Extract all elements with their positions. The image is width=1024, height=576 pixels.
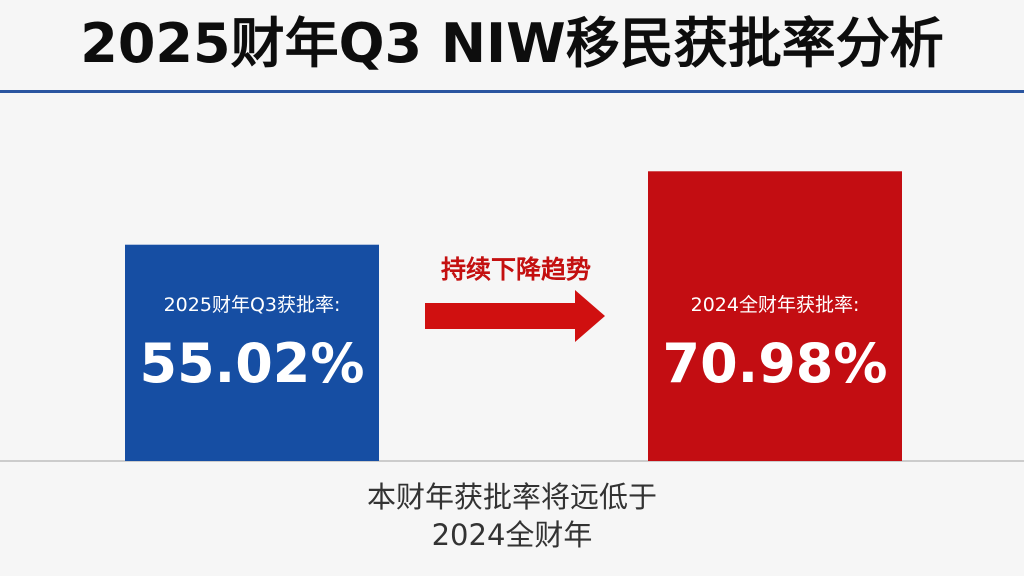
bar-2025-q3 bbox=[125, 244, 379, 461]
page-title: 2025财年Q3 NIW移民获批率分析 bbox=[80, 12, 944, 75]
conclusion-note-line-2: 2024全财年 bbox=[431, 518, 593, 552]
trend-arrow-label: 持续下降趋势 bbox=[441, 255, 591, 284]
trend-arrow-icon bbox=[425, 290, 605, 342]
bar-2024-value-label: 70.98% bbox=[663, 332, 888, 395]
title-divider bbox=[0, 90, 1024, 93]
bar-2024-full-year bbox=[648, 171, 902, 462]
conclusion-note-line-1: 本财年获批率将远低于 bbox=[366, 480, 657, 514]
conclusion-note: 本财年获批率将远低于 2024全财年 bbox=[312, 478, 712, 554]
bar-2024-category-label: 2024全财年获批率: bbox=[691, 294, 860, 316]
bar-2025-q3-value-label: 55.02% bbox=[140, 332, 365, 395]
bar-2025-q3-category-label: 2025财年Q3获批率: bbox=[164, 294, 341, 316]
